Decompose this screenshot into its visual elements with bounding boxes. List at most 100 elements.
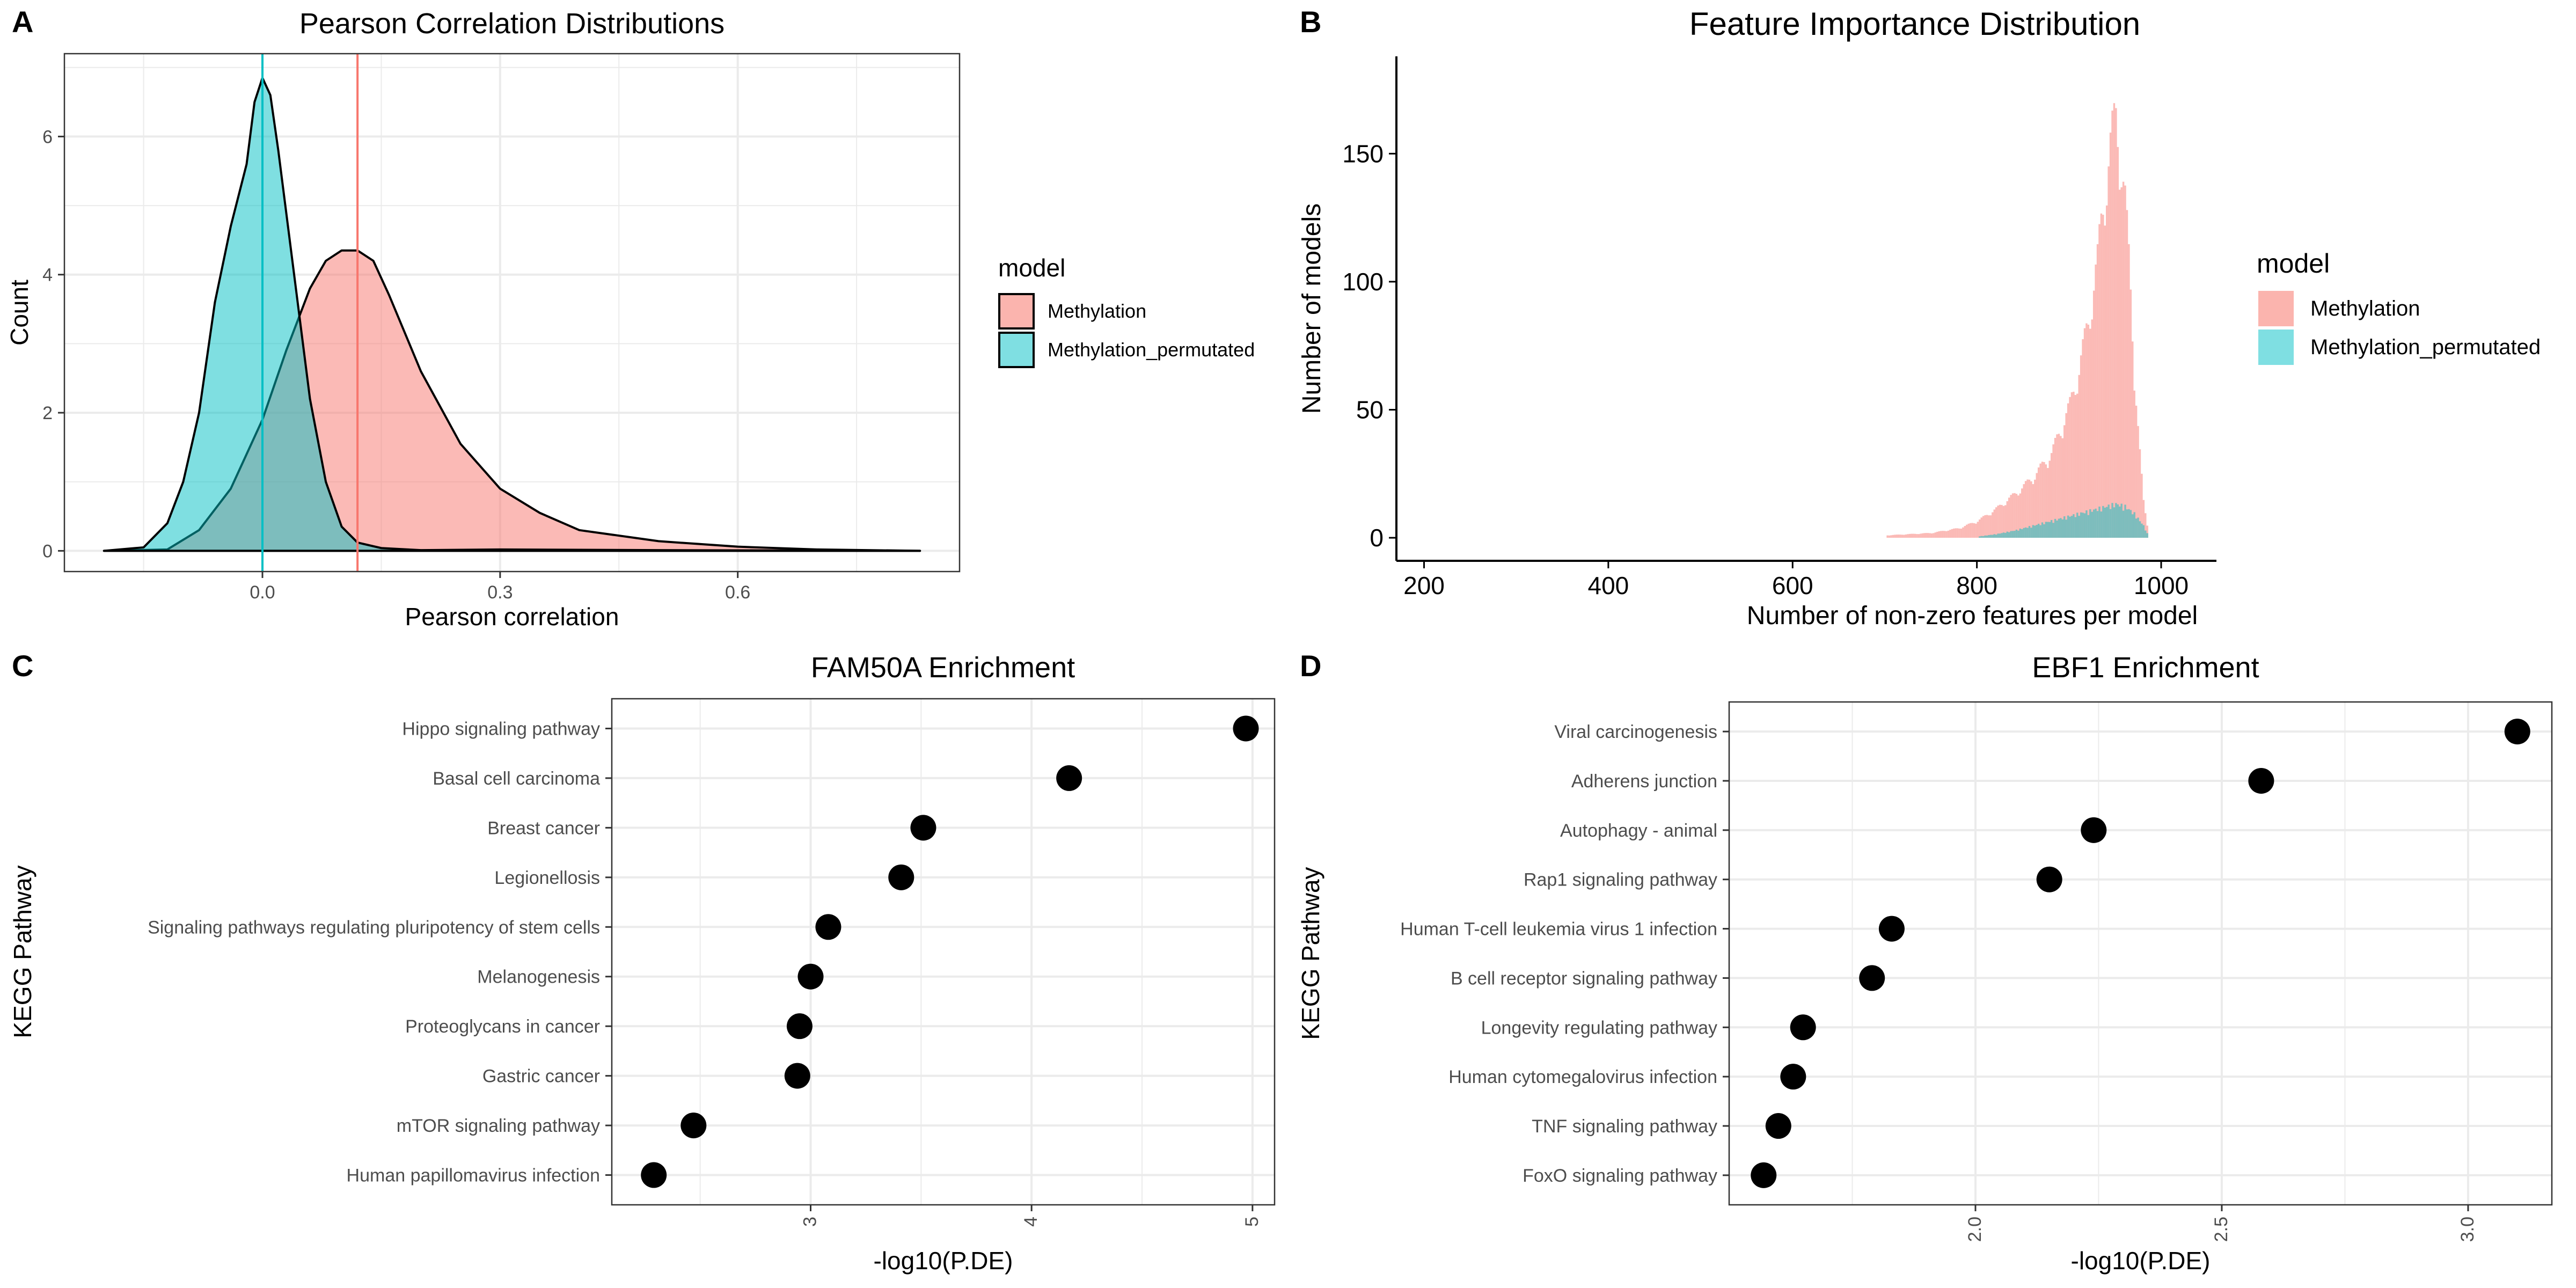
histogram-bar-methylation-permutated (2087, 515, 2090, 538)
histogram-bar-methylation-permutated (2028, 526, 2031, 538)
histogram-bar-methylation (2048, 460, 2051, 538)
histogram-bar-methylation (1942, 531, 1944, 538)
data-point (2248, 767, 2274, 794)
plot-border (611, 698, 1276, 1206)
histogram-bar-methylation (1979, 519, 1981, 538)
histogram-bar-methylation (2054, 437, 2057, 538)
legend-swatch (998, 332, 1035, 368)
histogram-bar-methylation (2100, 213, 2103, 538)
histogram-bar-methylation (1927, 533, 1929, 538)
histogram-bar-methylation (2014, 493, 2016, 538)
histogram-bar-methylation (2061, 438, 2064, 538)
histogram-bar-methylation (2142, 500, 2145, 538)
histogram-bar-methylation (2087, 324, 2090, 538)
plot-border (63, 53, 961, 573)
histogram-bar-methylation (1947, 530, 1950, 538)
histogram-bar-methylation-permutated (2024, 527, 2027, 538)
histogram-bar-methylation-permutated (2104, 507, 2106, 538)
x-tick-label: 1000 (2134, 572, 2189, 599)
category-label: Human T-cell leukemia virus 1 infection (1400, 919, 1717, 940)
histogram-bar-methylation (2111, 111, 2113, 538)
histogram-bar-methylation-permutated (2058, 518, 2060, 538)
histogram-bar-methylation (1921, 533, 1924, 538)
histogram-bar-methylation (2039, 463, 2041, 538)
histogram-bar-methylation-permutated (2014, 531, 2016, 538)
x-tick-label: 0.0 (250, 582, 275, 603)
histogram-bar-methylation (2073, 391, 2075, 538)
histogram-bar-methylation (1973, 523, 1975, 538)
x-axis-title: Number of non-zero features per model (1747, 602, 2198, 630)
histogram-bar-methylation-permutated (2107, 504, 2110, 538)
histogram-bar-methylation-permutated (2048, 522, 2051, 538)
category-label: Human cytomegalovirus infection (1448, 1067, 1717, 1087)
histogram-bar-methylation (1975, 523, 1977, 538)
histogram-bar-methylation-permutated (1984, 535, 1986, 538)
histogram-bar-methylation-permutated (2100, 511, 2103, 538)
histogram-bar-methylation (2034, 479, 2036, 538)
x-tick-label: 3 (800, 1217, 821, 1227)
histogram-bar-methylation (1958, 528, 1960, 538)
histogram-bar-methylation (2141, 473, 2143, 538)
legend-swatch (2258, 330, 2294, 365)
panel-a: Pearson Correlation Distributions 0.0 0.3 0… (5, 8, 1255, 631)
histogram-bar-methylation (1969, 523, 1972, 538)
histogram-bar-methylation (2128, 244, 2130, 538)
histogram-bar-methylation (1888, 535, 1891, 538)
data-point (1056, 765, 1082, 791)
histogram-bar-methylation (1993, 509, 1995, 538)
histogram-bar-methylation (2102, 215, 2104, 538)
x-tick-label: 3.0 (2457, 1217, 2478, 1242)
histogram-bar-methylation-permutated (2004, 532, 2007, 538)
x-tick-label: 4 (1021, 1217, 1041, 1227)
histogram-bar-methylation (1933, 533, 1935, 538)
histogram-bar-methylation-permutated (2002, 532, 2005, 538)
histogram-bar-methylation-permutated (2109, 509, 2112, 538)
histogram-bar-methylation (1908, 533, 1911, 538)
category-label: Hippo signaling pathway (402, 719, 600, 739)
histogram-bar-methylation (2070, 392, 2073, 538)
histogram-bar-methylation-permutated (2078, 516, 2080, 538)
histogram-bar-methylation (2017, 495, 2019, 538)
data-point (1859, 965, 1885, 991)
histogram-bar-methylation (2008, 497, 2010, 538)
category-label: Breast cancer (487, 818, 600, 838)
histogram-bar-methylation-permutated (2032, 525, 2035, 538)
histogram-bar-methylation-permutated (2073, 514, 2075, 538)
histogram-bar-methylation-permutated (2008, 532, 2010, 538)
panel-b: Feature Importance Distribution 200 400 600… (1298, 6, 2541, 630)
histogram-bar-methylation-permutated (1980, 536, 1982, 538)
histogram-bar-methylation (1982, 516, 1985, 538)
histogram-bar-methylation (2045, 464, 2047, 538)
category-label: Proteoglycans in cancer (405, 1016, 600, 1037)
category-label: Longevity regulating pathway (1481, 1018, 1717, 1038)
histogram-bar-methylation (2074, 394, 2077, 538)
histogram-bar-methylation-permutated (2041, 522, 2044, 538)
legend-label: Methylation (2310, 297, 2420, 320)
category-label: Legionellosis (494, 868, 600, 888)
histogram-bar-methylation (2063, 425, 2066, 538)
data-point (1751, 1162, 1777, 1188)
category-label: Autophagy - animal (1560, 821, 1717, 841)
histogram-bar-methylation (2122, 181, 2125, 538)
histogram-bar-methylation (1951, 529, 1953, 538)
y-tick-label: 100 (1342, 268, 1384, 296)
histogram-bar-methylation (1907, 534, 1909, 538)
plot-border (1728, 701, 2553, 1206)
histogram-bar-methylation-permutated (2135, 518, 2138, 538)
histogram-bar-methylation (2120, 187, 2123, 538)
histogram-bar-methylation-permutated (2065, 519, 2067, 538)
y-tick-label: 0 (1370, 524, 1384, 552)
histogram-bar-methylation (1894, 535, 1896, 538)
histogram-bar-methylation-permutated (2052, 523, 2054, 538)
histogram-bar-methylation-permutated (1986, 535, 1988, 538)
histogram-bar-methylation-permutated (2092, 509, 2095, 538)
histogram-bar-methylation (2139, 449, 2141, 538)
histogram-bar-methylation (2065, 413, 2067, 538)
histogram-bar-methylation-permutated (2129, 510, 2132, 538)
x-tick-label: 800 (1956, 572, 1997, 599)
data-point (815, 914, 841, 940)
histogram-bar-methylation-permutated (2011, 531, 2014, 538)
chart-title: Feature Importance Distribution (1689, 6, 2140, 42)
panel-label-a: A (12, 5, 33, 39)
